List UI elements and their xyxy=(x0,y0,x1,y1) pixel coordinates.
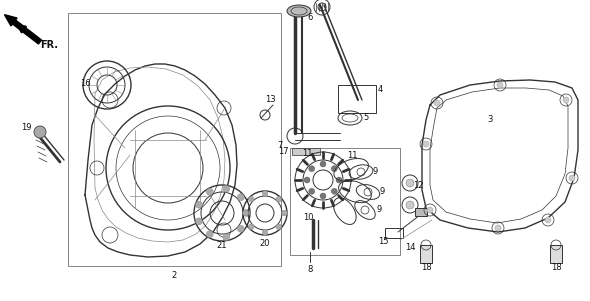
Text: 9: 9 xyxy=(376,206,382,215)
Text: 3: 3 xyxy=(487,116,493,125)
Text: 18: 18 xyxy=(421,263,431,272)
Circle shape xyxy=(223,185,230,192)
Circle shape xyxy=(195,218,202,225)
Text: 9: 9 xyxy=(379,188,385,197)
Circle shape xyxy=(248,224,254,230)
Circle shape xyxy=(206,231,213,238)
Circle shape xyxy=(569,175,575,181)
Circle shape xyxy=(497,82,503,88)
Text: FR.: FR. xyxy=(40,40,58,50)
Circle shape xyxy=(243,209,250,216)
Circle shape xyxy=(336,177,342,183)
Text: 17: 17 xyxy=(278,147,289,157)
Text: 10: 10 xyxy=(303,213,313,222)
Text: 16: 16 xyxy=(80,79,90,88)
Circle shape xyxy=(223,234,230,240)
Circle shape xyxy=(248,197,254,202)
Bar xyxy=(550,245,562,263)
Bar xyxy=(420,245,432,263)
Bar xyxy=(385,228,403,238)
Circle shape xyxy=(495,225,501,231)
Circle shape xyxy=(242,210,248,216)
Circle shape xyxy=(281,210,287,216)
Bar xyxy=(415,208,427,216)
Circle shape xyxy=(320,193,326,199)
Text: 12: 12 xyxy=(413,181,423,190)
Circle shape xyxy=(320,161,326,167)
Circle shape xyxy=(195,201,202,208)
Text: 7: 7 xyxy=(277,141,283,150)
Bar xyxy=(338,85,376,113)
Text: 6: 6 xyxy=(307,14,313,23)
Text: 5: 5 xyxy=(363,113,369,123)
Circle shape xyxy=(276,224,281,230)
Circle shape xyxy=(332,188,337,194)
Circle shape xyxy=(309,188,314,194)
Circle shape xyxy=(434,100,440,106)
Text: 13: 13 xyxy=(265,95,276,104)
Text: 2: 2 xyxy=(171,271,176,280)
Circle shape xyxy=(237,194,244,201)
Text: 9: 9 xyxy=(372,167,378,176)
Circle shape xyxy=(406,201,414,209)
Text: 19: 19 xyxy=(21,123,31,132)
Circle shape xyxy=(406,179,414,187)
Circle shape xyxy=(206,188,213,195)
Circle shape xyxy=(309,166,314,172)
Circle shape xyxy=(563,97,569,103)
Circle shape xyxy=(276,197,281,202)
Circle shape xyxy=(34,126,46,138)
Circle shape xyxy=(262,230,268,235)
Text: 4: 4 xyxy=(378,85,383,95)
Bar xyxy=(292,148,320,155)
Text: 21: 21 xyxy=(217,241,227,250)
FancyArrow shape xyxy=(5,15,41,44)
Bar xyxy=(290,148,400,255)
Circle shape xyxy=(427,207,433,213)
Ellipse shape xyxy=(287,5,311,17)
Circle shape xyxy=(332,166,337,172)
Circle shape xyxy=(304,177,310,183)
Text: 18: 18 xyxy=(550,263,561,272)
Text: 11: 11 xyxy=(301,148,312,157)
Circle shape xyxy=(262,191,268,196)
Circle shape xyxy=(423,141,429,147)
Bar xyxy=(68,13,281,266)
Text: 11: 11 xyxy=(347,150,358,160)
Text: 15: 15 xyxy=(378,237,388,247)
Circle shape xyxy=(545,217,551,223)
Text: 20: 20 xyxy=(260,240,270,249)
Text: 14: 14 xyxy=(405,244,415,253)
Circle shape xyxy=(237,225,244,232)
Text: 8: 8 xyxy=(307,265,313,274)
